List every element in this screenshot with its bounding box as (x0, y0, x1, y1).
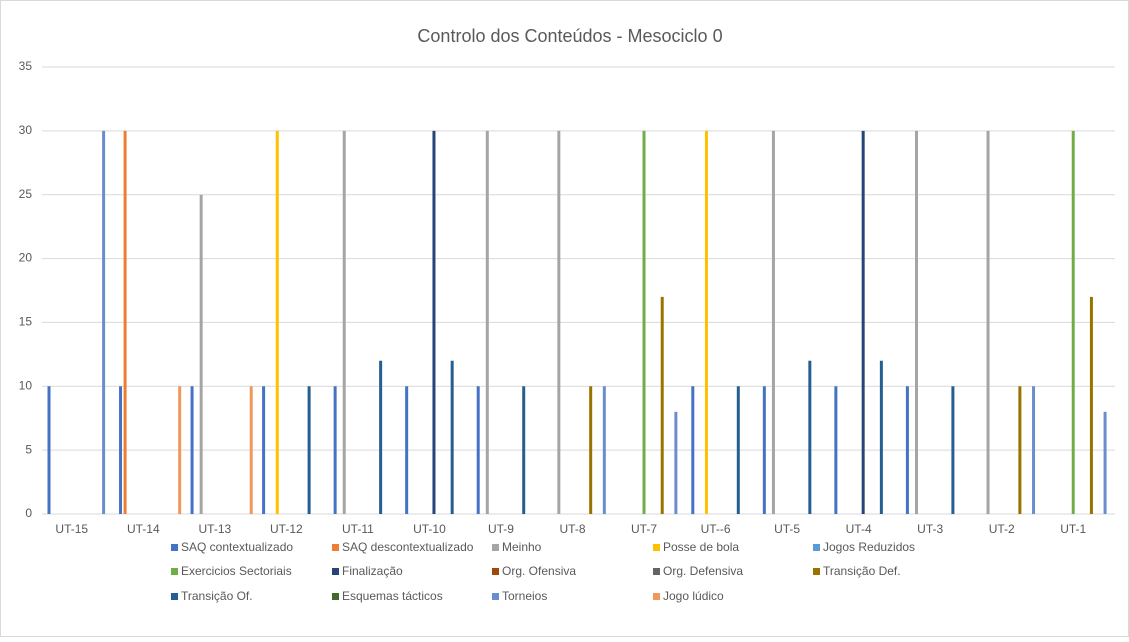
y-tick-label: 25 (19, 187, 33, 201)
bar (736, 386, 740, 514)
y-tick-label: 10 (19, 378, 33, 392)
legend-label: Exercicios Sectoriais (181, 564, 292, 578)
bar (861, 130, 865, 514)
x-tick-label: UT-10 (413, 522, 446, 536)
bar (642, 130, 646, 514)
bar (476, 386, 480, 514)
y-tick-label: 5 (25, 442, 32, 456)
bar (951, 386, 955, 514)
legend-marker (653, 544, 660, 551)
legend-marker (332, 568, 339, 575)
bar (342, 130, 346, 514)
legend-label: Org. Defensiva (663, 564, 743, 578)
legend-label: Transição Def. (823, 564, 901, 578)
legend-marker (653, 593, 660, 600)
bar (1071, 130, 1075, 514)
legend-label: Jogos Reduzidos (823, 540, 915, 554)
x-tick-label: UT-8 (559, 522, 585, 536)
legend-marker (492, 568, 499, 575)
bar (432, 130, 436, 514)
bar (190, 386, 194, 514)
x-tick-label: UT-15 (55, 522, 88, 536)
x-tick-label: UT-7 (631, 522, 657, 536)
legend-marker (171, 544, 178, 551)
x-tick-label: UT-11 (342, 522, 374, 536)
bar (307, 386, 311, 514)
bar (1089, 296, 1093, 514)
x-tick-label: UT-2 (989, 522, 1015, 536)
legend-marker (332, 593, 339, 600)
bar (704, 130, 708, 514)
bar (485, 130, 489, 514)
legend-label: Org. Ofensiva (502, 564, 576, 578)
bar (405, 386, 409, 514)
bar (1032, 386, 1036, 514)
x-tick-label: UT-9 (488, 522, 514, 536)
bar (834, 386, 838, 514)
legend-marker (492, 544, 499, 551)
x-tick-label: UT-13 (198, 522, 231, 536)
bar (1018, 386, 1022, 514)
legend-label: SAQ descontextualizado (342, 540, 474, 554)
x-tick-label: UT--6 (701, 522, 731, 536)
y-tick-label: 30 (19, 123, 33, 137)
legend-marker (813, 568, 820, 575)
x-tick-label: UT-5 (774, 522, 800, 536)
bar (275, 130, 279, 514)
legend-marker (171, 568, 178, 575)
legend-label: Meinho (502, 540, 542, 554)
x-tick-label: UT-14 (127, 522, 160, 536)
bar (262, 386, 266, 514)
bar (808, 360, 812, 514)
bar (522, 386, 526, 514)
x-tick-label: UT-4 (846, 522, 872, 536)
bar (660, 296, 664, 514)
bar (119, 386, 123, 514)
legend-marker (653, 568, 660, 575)
bar (249, 386, 253, 514)
bar (986, 130, 990, 514)
bar (762, 386, 766, 514)
bar (199, 194, 203, 514)
y-tick-label: 15 (19, 315, 33, 329)
bar (674, 411, 678, 514)
legend-marker (171, 593, 178, 600)
bar (178, 386, 182, 514)
bar (879, 360, 883, 514)
legend-label: Esquemas tácticos (342, 589, 443, 603)
bar (1103, 411, 1107, 514)
y-tick-label: 20 (19, 251, 33, 265)
bar (379, 360, 383, 514)
bar (905, 386, 909, 514)
y-tick-label: 0 (25, 506, 32, 520)
bar (602, 386, 606, 514)
legend-label: Transição Of. (181, 589, 253, 603)
chart-title: Controlo dos Conteúdos - Mesociclo 0 (417, 26, 722, 46)
bar (691, 386, 695, 514)
legend-marker (813, 544, 820, 551)
x-tick-label: UT-3 (917, 522, 943, 536)
bar (102, 130, 106, 514)
y-tick-label: 35 (19, 59, 33, 73)
bar (771, 130, 775, 514)
legend-label: Torneios (502, 589, 547, 603)
bar (557, 130, 561, 514)
bar (915, 130, 918, 514)
bar (450, 360, 454, 514)
x-tick-label: UT-12 (270, 522, 303, 536)
x-tick-label: UT-1 (1060, 522, 1086, 536)
legend-label: Posse de bola (663, 540, 739, 554)
legend-label: SAQ contextualizado (181, 540, 293, 554)
legend-marker (492, 593, 499, 600)
legend-label: Finalização (342, 564, 403, 578)
legend-label: Jogo lúdico (663, 589, 724, 603)
bar (123, 130, 127, 514)
bar (589, 386, 593, 514)
bar (47, 386, 51, 514)
bar (333, 386, 337, 514)
legend-marker (332, 544, 339, 551)
